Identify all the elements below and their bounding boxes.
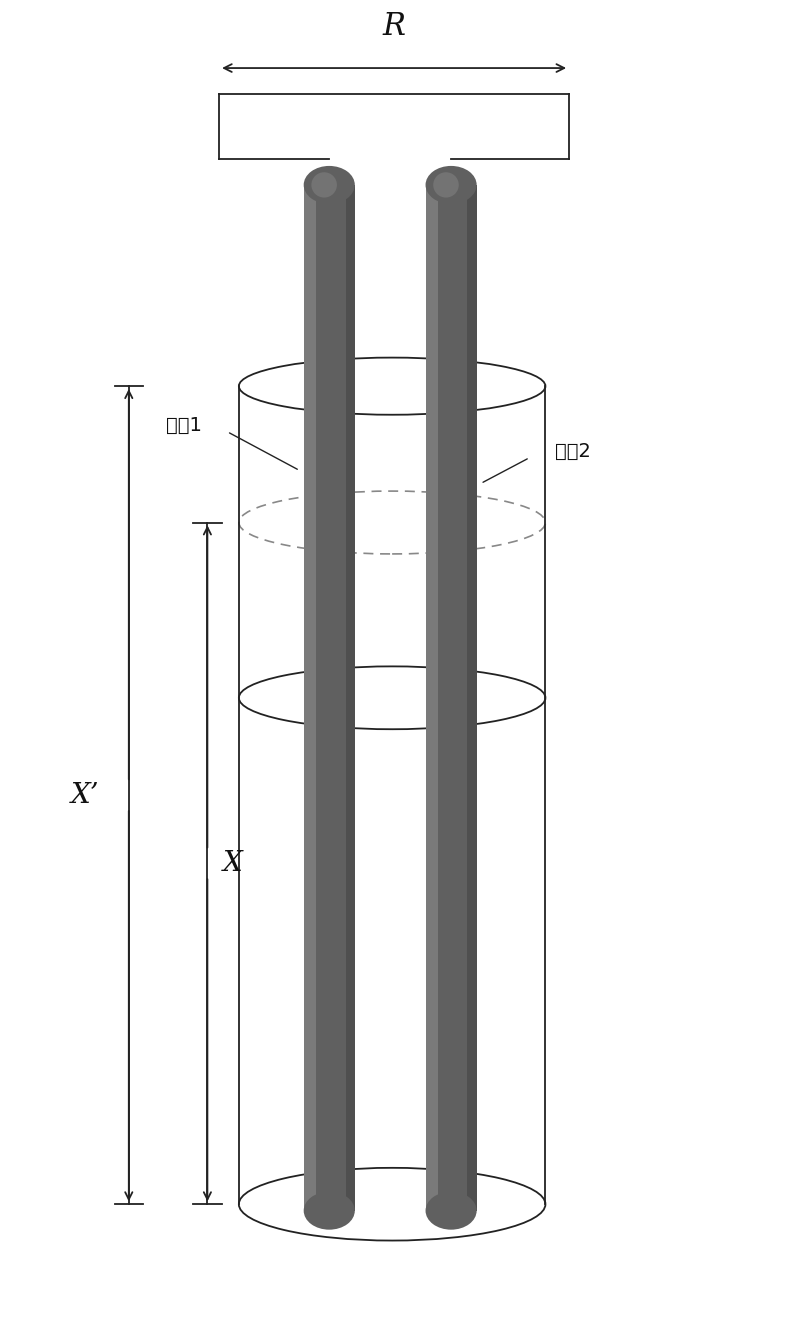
Text: 电杗2: 电杗2 <box>555 442 591 461</box>
Bar <box>426 185 438 1211</box>
Bar <box>304 185 317 1211</box>
Ellipse shape <box>304 166 354 205</box>
Text: X’: X’ <box>71 782 100 809</box>
Text: R: R <box>382 11 406 42</box>
Ellipse shape <box>426 1191 477 1230</box>
Text: 电杗1: 电杗1 <box>166 416 202 434</box>
Ellipse shape <box>434 173 458 198</box>
Text: X: X <box>222 850 242 876</box>
Bar <box>304 185 354 1211</box>
Bar <box>346 185 354 1211</box>
Ellipse shape <box>311 173 337 198</box>
Bar <box>467 185 477 1211</box>
Ellipse shape <box>426 166 477 205</box>
Bar <box>426 185 477 1211</box>
Ellipse shape <box>304 1191 354 1230</box>
